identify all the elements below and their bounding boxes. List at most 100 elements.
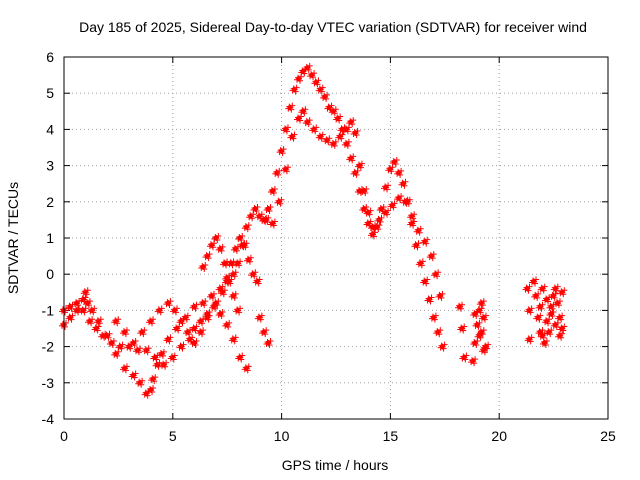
data-point-track-c xyxy=(263,327,270,334)
data-point-track-b xyxy=(171,352,178,359)
data-point-track-a xyxy=(76,305,83,312)
data-point-cluster-22 xyxy=(543,317,550,324)
data-point-track-b xyxy=(60,306,66,313)
data-point-cluster-22 xyxy=(539,301,546,308)
data-point-track-b xyxy=(136,345,143,352)
data-point-cluster-19 xyxy=(474,309,481,316)
data-point-track-c xyxy=(200,327,207,334)
x-tick-label: 20 xyxy=(491,428,507,444)
data-point-track-c xyxy=(212,234,219,240)
data-point-track-b xyxy=(86,317,93,324)
data-point-track-a xyxy=(245,222,252,229)
data-point-track-b xyxy=(265,214,272,221)
data-point-track-b xyxy=(302,106,309,113)
data-point-track-a xyxy=(83,299,90,306)
data-point-track-b xyxy=(329,139,336,146)
data-point-track-a xyxy=(202,298,209,305)
data-point-track-a xyxy=(82,294,89,301)
data-point-track-b xyxy=(107,338,114,345)
data-point-track-b xyxy=(125,342,132,349)
x-tick-label: 5 xyxy=(169,428,177,444)
data-point-track-a xyxy=(284,124,291,131)
data-point-track-b xyxy=(378,214,385,221)
y-tick-label: 5 xyxy=(46,85,54,101)
data-point-track-a xyxy=(247,212,254,219)
data-point-cluster-19 xyxy=(478,330,485,337)
data-point-track-a xyxy=(149,375,156,382)
data-point-track-a xyxy=(173,324,180,331)
data-point-track-b xyxy=(142,346,149,353)
x-tick-label: 0 xyxy=(60,428,68,444)
data-point-track-c xyxy=(221,259,228,266)
data-point-track-b xyxy=(145,345,152,352)
data-point-cluster-22 xyxy=(537,312,544,319)
data-point-track-b xyxy=(119,341,126,348)
data-point-track-c xyxy=(173,305,180,312)
data-point-track-c xyxy=(167,298,174,305)
data-point-cluster-19 xyxy=(473,320,480,327)
data-point-track-a xyxy=(150,385,157,392)
data-point-track-a xyxy=(321,92,328,99)
data-point-cluster-19 xyxy=(471,310,478,317)
data-point-track-a xyxy=(438,342,445,349)
data-point-track-a xyxy=(69,312,76,319)
data-point-track-a xyxy=(229,270,236,277)
data-point-cluster-22 xyxy=(548,327,555,334)
data-point-track-b xyxy=(249,270,256,277)
data-point-track-a xyxy=(377,205,384,212)
data-point-track-b xyxy=(401,197,408,204)
data-point-track-a xyxy=(273,168,280,175)
data-point-cluster-22 xyxy=(528,305,535,312)
data-point-track-a xyxy=(84,287,91,294)
data-point-track-b xyxy=(391,200,398,207)
data-point-cluster-22 xyxy=(536,302,543,309)
data-point-track-a xyxy=(60,320,66,327)
data-point-track-c xyxy=(190,338,197,345)
data-point-track-c xyxy=(210,302,217,309)
data-point-track-c xyxy=(255,313,262,320)
data-point-track-b xyxy=(268,219,275,226)
data-point-track-b xyxy=(177,342,184,349)
data-point-track-b xyxy=(230,258,237,265)
data-point-track-a xyxy=(277,147,284,154)
data-point-track-b xyxy=(291,131,298,138)
data-point-track-c xyxy=(203,252,210,259)
data-point-track-b xyxy=(375,215,382,222)
data-point-track-c xyxy=(197,328,204,335)
data-point-track-b xyxy=(363,185,370,192)
data-point-track-b xyxy=(411,211,418,218)
data-point-track-c xyxy=(264,338,271,345)
data-point-track-c xyxy=(216,244,223,251)
data-point-track-b xyxy=(427,252,434,259)
data-point-cluster-22 xyxy=(525,335,532,342)
data-point-track-c xyxy=(193,337,200,344)
data-point-cluster-22 xyxy=(552,290,559,297)
data-point-track-b xyxy=(99,331,106,338)
data-point-track-a xyxy=(156,359,163,366)
data-point-track-b xyxy=(82,305,89,312)
data-point-track-b xyxy=(221,287,228,294)
data-point-track-c xyxy=(260,328,267,335)
y-tick-label: -2 xyxy=(42,339,55,355)
data-point-track-a xyxy=(306,62,313,69)
data-point-track-b xyxy=(110,337,117,344)
data-point-track-b xyxy=(288,132,295,139)
data-point-track-b xyxy=(227,259,234,266)
data-point-track-a xyxy=(86,298,93,305)
data-point-track-c xyxy=(187,327,194,334)
data-point-track-b xyxy=(388,201,395,208)
data-point-track-a xyxy=(216,284,223,291)
data-point-track-a xyxy=(268,186,275,193)
data-point-track-a xyxy=(160,348,167,355)
data-point-track-a xyxy=(324,91,331,98)
data-point-track-b xyxy=(299,107,306,114)
data-point-track-b xyxy=(313,124,320,131)
data-point-cluster-22 xyxy=(541,283,548,290)
grid-lines xyxy=(64,57,608,419)
data-point-track-b xyxy=(189,334,196,341)
data-point-track-b xyxy=(163,359,170,366)
data-point-track-a xyxy=(395,168,402,175)
data-point-cluster-22 xyxy=(556,298,563,305)
data-point-track-b xyxy=(271,218,278,225)
